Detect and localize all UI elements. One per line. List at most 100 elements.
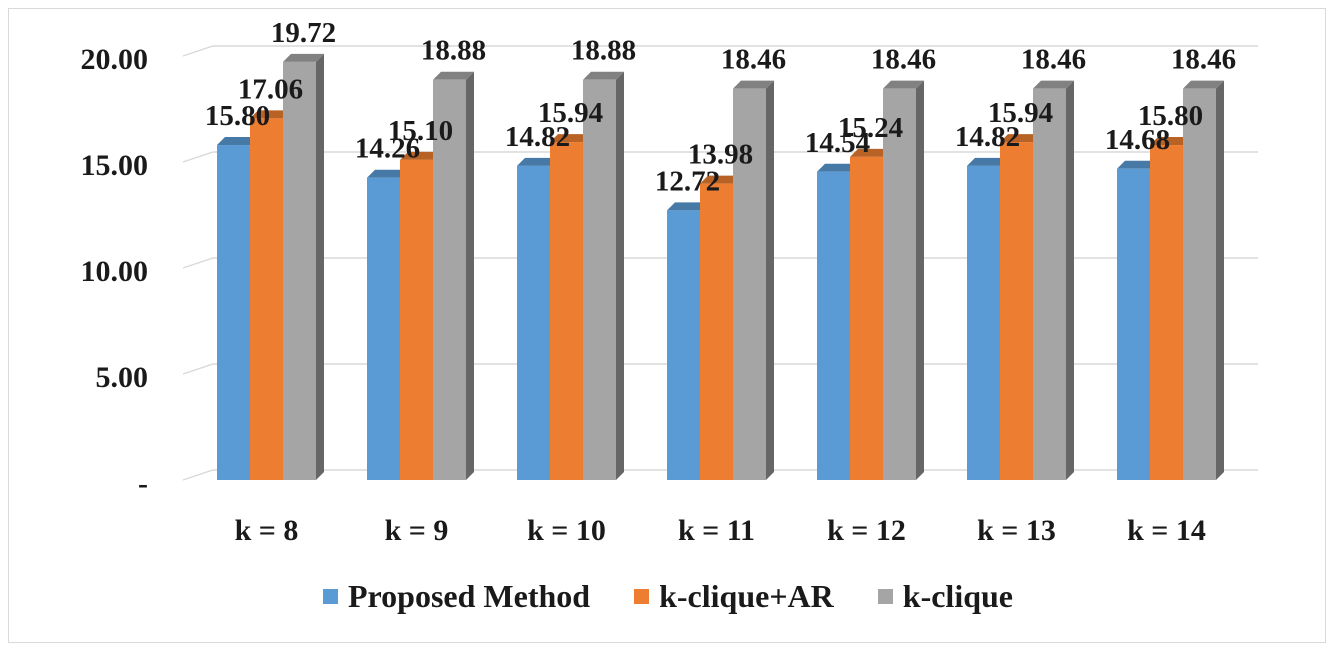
data-label: 18.46 (1021, 44, 1086, 76)
legend: Proposed Method k-clique+AR k-clique (0, 574, 1336, 618)
legend-swatch (877, 588, 893, 604)
data-label: 15.94 (988, 97, 1053, 129)
x-axis: k = 8 k = 9 k = 10 k = 11 k = 12 k = 13 k = 14 (235, 514, 1206, 547)
data-label: 13.98 (688, 139, 753, 171)
data-label: 18.88 (571, 35, 636, 67)
bars (217, 53, 1224, 481)
bar-front (817, 171, 850, 480)
bar-front (1183, 88, 1216, 480)
x-tick-label: k = 11 (678, 514, 755, 547)
data-label: 14.54 (805, 127, 870, 159)
data-label: 12.72 (655, 165, 720, 197)
bar-side (466, 71, 474, 480)
bar-front (550, 142, 583, 480)
bar-front (1117, 168, 1150, 480)
chart-frame (8, 8, 1326, 643)
bar-front (400, 159, 433, 480)
bar-front (517, 165, 550, 481)
data-label: 18.88 (421, 35, 486, 67)
bar-side (316, 53, 324, 480)
legend-item: k-clique (877, 577, 1013, 615)
bar-front (583, 79, 616, 480)
bar (400, 151, 441, 480)
bar-top (433, 71, 474, 80)
bar (1183, 80, 1224, 480)
bar-top (250, 110, 291, 119)
bar-top (667, 202, 708, 211)
legend-item: k-clique+AR (634, 578, 834, 615)
bar-top (550, 134, 591, 143)
bar-side (916, 80, 924, 480)
bar-top (1183, 80, 1224, 89)
legend-item: Proposed Method (323, 578, 590, 615)
data-label: 15.24 (838, 112, 903, 144)
bar (1033, 80, 1074, 480)
bar (433, 71, 474, 480)
data-label: 18.46 (871, 44, 936, 76)
data-labels: 15.8017.0619.7214.2615.1018.8814.8215.94… (205, 17, 1236, 197)
bar-top (217, 137, 258, 146)
bar-top (400, 151, 441, 160)
data-label: 18.46 (1171, 44, 1236, 76)
data-label: 14.82 (955, 121, 1020, 153)
bar-top (850, 148, 891, 157)
y-tick-label: 15.00 (81, 149, 149, 182)
bar (883, 80, 924, 480)
bar-front (700, 183, 733, 480)
data-label: 14.82 (505, 121, 570, 153)
data-label: 15.10 (388, 115, 453, 147)
bar-side (616, 71, 624, 480)
bar (283, 53, 324, 480)
x-tick-label: k = 12 (827, 514, 906, 547)
gridline (182, 45, 1258, 57)
x-tick-label: k = 14 (1127, 514, 1206, 547)
bar-top (367, 169, 408, 178)
data-label: 15.80 (205, 100, 270, 132)
bar-front (283, 61, 316, 480)
data-label: 15.80 (1138, 100, 1203, 132)
bar (583, 71, 624, 480)
bar-top (1150, 137, 1191, 146)
legend-label: Proposed Method (348, 577, 591, 614)
legend-label: k-clique (902, 577, 1013, 614)
legend-swatch (634, 588, 650, 604)
bar-front (1150, 145, 1183, 481)
bar-front (1033, 88, 1066, 480)
legend-swatch (323, 588, 338, 604)
bar-side (1216, 80, 1224, 480)
x-tick-label: k = 9 (385, 514, 449, 547)
bar-top (817, 163, 858, 172)
y-tick-label: 5.00 (96, 361, 149, 394)
bar-top (1033, 80, 1074, 89)
x-tick-label: k = 13 (977, 514, 1056, 547)
bar-top (1000, 134, 1041, 143)
x-tick-label: k = 10 (527, 514, 606, 547)
bar-front (667, 210, 700, 480)
bar-front (733, 88, 766, 480)
bar-top (1117, 160, 1158, 169)
bar-top (967, 157, 1008, 166)
y-tick-label: 20.00 (81, 43, 149, 76)
bar-top (283, 53, 324, 62)
bar-front (250, 118, 283, 480)
bar-front (967, 165, 1000, 481)
bar-front (883, 88, 916, 480)
bar-side (766, 80, 774, 480)
data-label: 17.06 (238, 73, 303, 105)
bar (733, 80, 774, 480)
bar-front (1000, 142, 1033, 480)
data-label: 15.94 (538, 97, 603, 129)
bar-top (517, 157, 558, 166)
data-label: 18.46 (721, 44, 786, 76)
x-tick-label: k = 8 (235, 514, 299, 547)
bar-front (217, 145, 250, 481)
legend-label: k-clique+AR (659, 577, 834, 614)
y-axis: - 5.00 10.00 15.00 20.00 (81, 43, 149, 500)
bar-front (367, 177, 400, 481)
bar-front (850, 156, 883, 481)
data-label: 19.72 (271, 17, 336, 49)
bar-top (733, 80, 774, 89)
data-label: 14.26 (355, 133, 420, 165)
bar-top (883, 80, 924, 89)
